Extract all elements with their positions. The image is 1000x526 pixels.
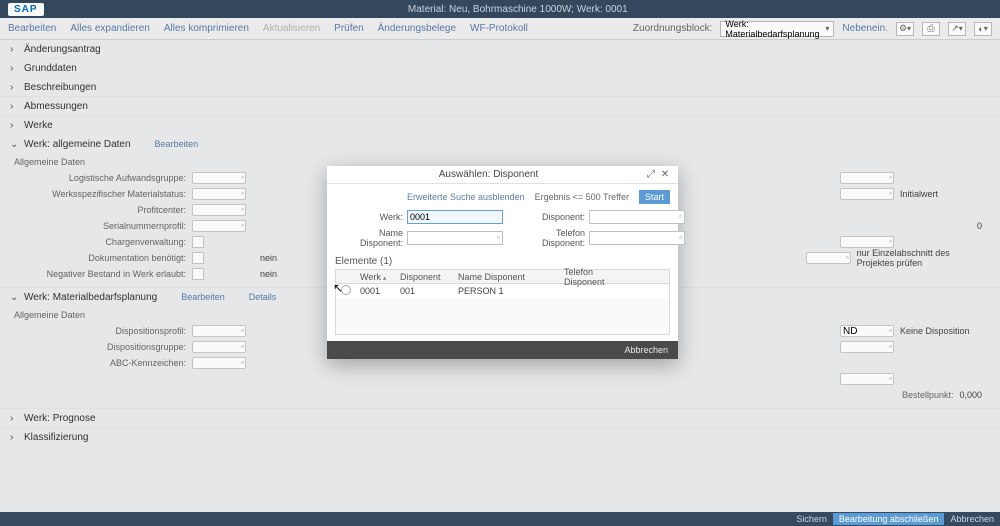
cancel-button[interactable]: Abbrechen xyxy=(950,514,994,524)
row-werk: 0001 xyxy=(356,286,396,296)
werk-input[interactable]: 0001 xyxy=(407,210,503,224)
f4-icon[interactable]: ▫ xyxy=(497,233,500,242)
row-disponent: 001 xyxy=(396,286,454,296)
col-disponent-header[interactable]: Disponent xyxy=(396,272,454,282)
hide-advanced-search-link[interactable]: Erweiterte Suche ausblenden xyxy=(407,192,525,202)
expand-icon[interactable]: ⤢ xyxy=(644,169,658,180)
werk-label: Werk: xyxy=(335,212,407,222)
start-button[interactable]: Start xyxy=(639,190,670,204)
result-count-label: Ergebnis <= 500 Treffer xyxy=(535,192,629,202)
col-werk-header[interactable]: Werk▴ xyxy=(356,272,396,282)
row-radio[interactable] xyxy=(341,285,351,295)
tel-disponent-label: Telefon Disponent: xyxy=(517,228,589,248)
f4-icon[interactable]: ▫ xyxy=(679,233,682,242)
sort-asc-icon: ▴ xyxy=(381,275,387,282)
col-tel-header[interactable]: Telefon Disponent xyxy=(560,267,640,287)
f4-icon[interactable]: ▫ xyxy=(679,212,682,221)
tel-disponent-input[interactable]: ▫ xyxy=(589,231,685,245)
finish-edit-button[interactable]: Bearbeitung abschließen xyxy=(833,513,945,525)
save-button[interactable]: Sichern xyxy=(796,514,827,524)
app-footer: Sichern Bearbeitung abschließen Abbreche… xyxy=(0,512,1000,526)
werk-value: 0001 xyxy=(410,212,430,222)
name-disponent-input[interactable]: ▫ xyxy=(407,231,503,245)
close-icon[interactable]: ✕ xyxy=(658,169,672,180)
row-name: PERSON 1 xyxy=(454,286,560,296)
dialog-title: Auswählen: Disponent xyxy=(333,169,644,180)
disponent-label: Disponent: xyxy=(517,212,589,222)
name-disponent-label: Name Disponent: xyxy=(335,228,407,248)
select-controller-dialog: Auswählen: Disponent ⤢ ✕ Erweiterte Such… xyxy=(327,166,678,359)
results-table: Werk▴ Disponent Name Disponent Telefon D… xyxy=(335,269,670,335)
disponent-input[interactable]: ▫ xyxy=(589,210,685,224)
col-name-header[interactable]: Name Disponent xyxy=(454,272,560,282)
dialog-cancel-button[interactable]: Abbrechen xyxy=(624,345,668,355)
